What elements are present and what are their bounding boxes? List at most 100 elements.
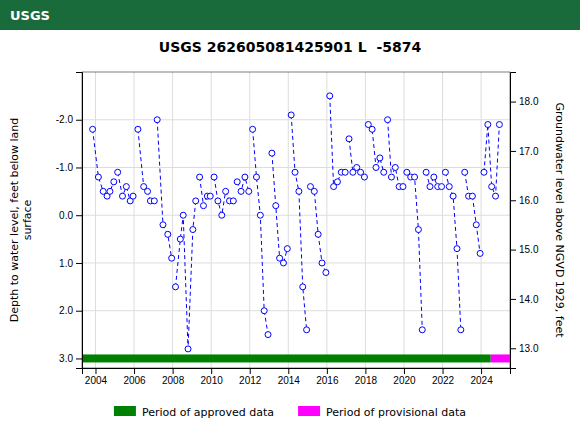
data-point [257,212,263,218]
data-point [151,198,157,204]
tick-label: 2.0 [59,305,73,316]
grid-line [172,72,173,368]
axis-title-line: Depth to water level, feet below land [8,118,21,323]
tick-mark [250,368,251,374]
series [442,169,463,333]
axis: -2.0-1.00.01.02.03.0 [56,73,83,369]
data-point [135,126,141,132]
tick-label: 2004 [85,375,108,386]
plot: 2004200620082010201220142016201820202022… [8,72,566,386]
tick: 2016 [316,368,339,386]
data-point [481,169,487,175]
data-point [215,198,221,204]
data-point [284,246,290,252]
series-line [291,115,306,330]
data-point [273,203,279,209]
header-text: USGS [10,8,50,23]
data-point [334,179,340,185]
data-point [223,188,229,194]
series-line [253,129,268,334]
data-point [280,260,286,266]
tick: 15.0 [510,244,539,255]
tick-label: 2022 [432,375,455,386]
series-line [93,129,114,196]
tick: 2006 [123,368,146,386]
series [288,112,309,333]
header-bar [0,0,580,30]
legend-label: Period of provisional data [326,406,466,419]
data-point [90,126,96,132]
data-point [304,327,310,333]
data-point [385,117,391,123]
series-line [310,187,325,273]
data-point [234,179,240,185]
tick-label: 2018 [355,375,378,386]
tick-mark [76,263,82,264]
data-point [300,284,306,290]
tick: 2012 [239,368,262,386]
tick: 0.0 [59,210,82,221]
data-point [230,198,236,204]
data-point [446,184,452,190]
chart: USGSUSGS 262605081425901 L -587420042006… [0,0,580,430]
series [327,93,348,190]
tick-label: 14.0 [519,294,539,305]
tick-mark [173,368,174,374]
axis: 13.014.015.016.017.018.0 [510,73,539,369]
legend-label: Period of approved data [142,406,274,419]
tick: 18.0 [510,96,539,107]
data-point [493,193,499,199]
data-point [119,193,125,199]
tick-label: 2014 [278,375,301,386]
tick-mark [404,368,405,374]
tick-mark [134,368,135,374]
series-line [200,177,211,206]
grid-line [82,119,510,120]
data-point [423,169,429,175]
series [173,198,199,352]
tick-mark [327,368,328,374]
tick-label: -1.0 [56,162,74,173]
axis-domain [511,73,517,369]
data-point [346,136,352,142]
data-point [265,332,271,338]
data-point [130,193,136,199]
data-point [400,184,406,190]
legend-item: Period of approved data [114,406,274,419]
series [90,126,117,199]
tick-label: 0.0 [59,210,73,221]
series [307,184,328,276]
tick-label: 15.0 [519,244,539,255]
data-point [145,188,151,194]
data-point [193,198,199,204]
data-point [450,193,456,199]
data-point [288,112,294,118]
tick: -1.0 [56,162,82,173]
grid-line [82,262,510,263]
data-point [154,117,160,123]
grid-line [82,215,510,216]
series-line [407,172,422,330]
grid-line [442,72,443,368]
tick-mark [76,358,82,359]
series [462,169,483,256]
tick-label: 3.0 [59,353,73,364]
data-point [160,222,166,228]
data-point [392,164,398,170]
axis-domain [83,369,511,375]
data-point [496,122,502,128]
axis-title-line: surface [21,199,34,240]
series [211,174,236,218]
series [365,122,386,176]
legend-swatch [114,406,136,416]
grid-line [481,72,482,368]
tick-mark [510,151,516,152]
data-point [165,231,171,237]
tick: 1.0 [59,258,82,269]
data-point [173,284,179,290]
data-point [415,227,421,233]
data-point [190,227,196,233]
grid-line [95,72,96,368]
data-point [454,246,460,252]
tick-mark [288,368,289,374]
